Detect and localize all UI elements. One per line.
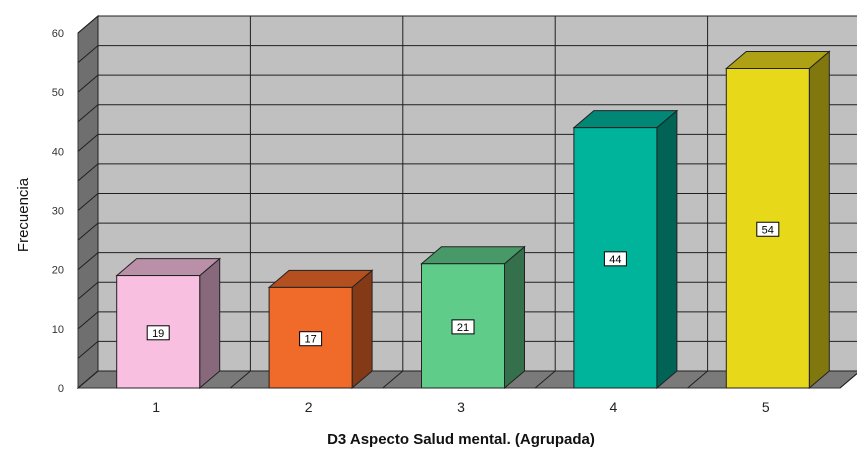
grid-line: [77, 222, 99, 241]
bar: 21: [420, 245, 526, 390]
bar-side: [199, 257, 221, 390]
y-tick-label: 30: [52, 206, 64, 218]
grid-line: [230, 370, 251, 389]
grid-line: [77, 104, 99, 123]
data-label: 21: [457, 322, 469, 334]
data-label: 17: [304, 334, 316, 346]
y-tick-label: 50: [52, 87, 64, 99]
grid-line: [77, 252, 99, 271]
y-tick-label: 60: [52, 28, 64, 40]
bar: 44: [572, 109, 679, 390]
grid-line: [77, 15, 99, 34]
y-tick-label: 40: [52, 146, 64, 158]
x-tick-label: 4: [610, 399, 618, 415]
grid-line: [77, 133, 99, 152]
x-tick-label: 1: [152, 399, 160, 415]
x-axis-ticks: 1 2 3 4 5: [152, 399, 770, 415]
grid-line: [382, 370, 404, 389]
bar-side: [504, 245, 525, 390]
bar: 17: [267, 269, 374, 390]
y-axis-ticks: 0 10 20 30 40 50 60: [52, 28, 64, 395]
grid-line: [77, 281, 99, 300]
grid-line: [77, 45, 99, 63]
grid-line: [534, 370, 556, 389]
grid-line: [77, 341, 99, 359]
data-label: 44: [609, 254, 621, 266]
bar-side: [351, 269, 373, 390]
x-tick-label: 2: [305, 399, 313, 415]
x-axis-title: D3 Aspecto Salud mental. (Agrupada): [327, 431, 595, 448]
grid-line: [77, 311, 99, 330]
data-label-box: [451, 319, 475, 335]
data-label: 54: [762, 224, 774, 236]
x-tick-label: 5: [762, 399, 770, 415]
grid-line: [77, 74, 99, 93]
x-tick-label: 3: [457, 399, 465, 415]
data-label-box: [299, 331, 323, 347]
data-label-box: [603, 251, 627, 267]
grid-line: [77, 193, 99, 211]
bar: 54: [724, 50, 831, 390]
y-tick-label: 20: [52, 265, 64, 277]
grid-line: [77, 370, 99, 389]
bar-side: [656, 109, 678, 390]
y-tick-label: 10: [52, 324, 64, 336]
bars: 19 17 21 44 54: [115, 50, 831, 390]
data-label: 19: [152, 328, 164, 340]
y-tick-label: 0: [58, 383, 64, 395]
data-label-box: [146, 325, 170, 341]
grid-line: [687, 370, 708, 389]
y-axis-title: Frecuencia: [15, 177, 32, 252]
bar-side: [808, 50, 830, 390]
data-label-box: [756, 221, 780, 237]
grid-line: [77, 163, 99, 182]
bar: 19: [115, 257, 222, 390]
